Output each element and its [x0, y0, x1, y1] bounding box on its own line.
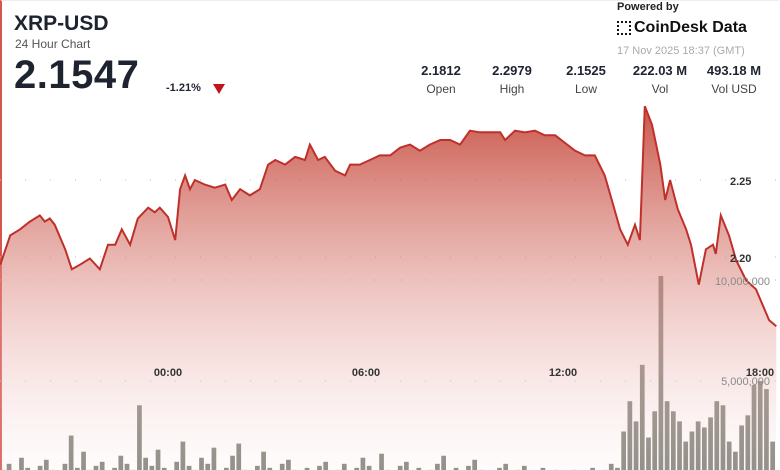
stat-label: Vol USD — [711, 82, 757, 96]
stat-vol: 222.03 M Vol — [620, 63, 700, 96]
stat-value: 222.03 M — [632, 63, 688, 78]
axis-labels: 2.25 2.20 10,000,000 5,000,000 00:00 06:… — [154, 176, 774, 388]
coindesk-logo: CoinDesk Data — [617, 19, 747, 37]
down-arrow-icon — [213, 84, 225, 94]
stat-label: High — [499, 82, 525, 96]
stat-label: Open — [426, 82, 456, 96]
stat-label: Vol — [651, 82, 669, 96]
price-area — [0, 106, 777, 470]
chart-title: XRP-USD — [14, 12, 109, 35]
price-change: -1.21% — [166, 82, 201, 94]
price-tick-label: 2.25 — [730, 176, 751, 188]
price-line — [0, 105, 777, 328]
stat-vol-usd: 493.18 M Vol USD — [694, 63, 774, 96]
brand-name: CoinDesk Data — [634, 19, 747, 36]
time-tick-label: 00:00 — [154, 367, 182, 379]
time-tick-label: 06:00 — [352, 367, 380, 379]
powered-by-label: Powered by — [617, 1, 679, 13]
volume-tick-label: 10,000,000 — [715, 276, 770, 288]
stat-value: 2.2979 — [492, 63, 532, 78]
time-tick-label: 18:00 — [746, 367, 774, 379]
timestamp: 17 Nov 2025 18:37 (GMT) — [617, 45, 745, 57]
price-tick-label: 2.20 — [730, 253, 751, 265]
stat-value: 2.1812 — [421, 63, 461, 78]
time-tick-label: 12:00 — [549, 367, 577, 379]
current-price: 2.1547 — [14, 53, 140, 97]
coindesk-logo-icon — [617, 21, 631, 35]
stat-high: 2.2979 High — [472, 63, 552, 96]
stat-value: 493.18 M — [706, 63, 762, 78]
stat-open: 2.1812 Open — [401, 63, 481, 96]
stat-label: Low — [574, 82, 597, 96]
volume-tick-label: 5,000,000 — [721, 376, 770, 388]
stat-low: 2.1525 Low — [546, 63, 626, 96]
chart-subtitle: 24 Hour Chart — [15, 37, 91, 51]
stat-value: 2.1525 — [566, 63, 606, 78]
